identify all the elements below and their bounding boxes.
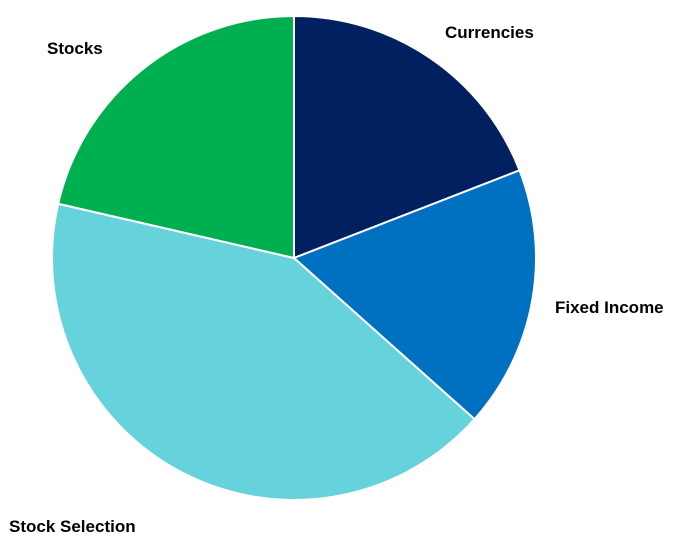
slice-label-fixed-income: Fixed Income (555, 298, 664, 317)
pie-slice-stocks (57, 15, 295, 259)
slice-label-stock-selection: Stock Selection (9, 517, 136, 536)
slice-label-stocks: Stocks (47, 39, 103, 58)
pie-slices (51, 15, 537, 502)
pie-slice-currencies (293, 15, 521, 259)
pie-labels: Currencies Fixed Income Stock Selection … (9, 23, 664, 536)
slice-label-currencies: Currencies (445, 23, 534, 42)
pie-slice-fixed-income (293, 169, 537, 421)
pie-slice-stock-selection (51, 202, 476, 502)
